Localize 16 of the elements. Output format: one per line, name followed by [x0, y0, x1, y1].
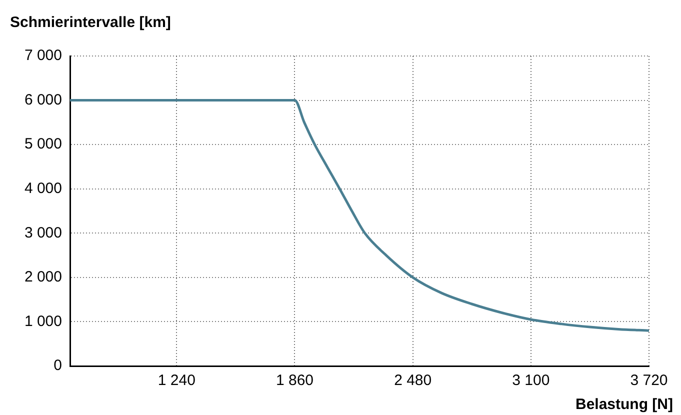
y-tick-label: 3 000: [24, 224, 62, 242]
y-tick-label: 0: [54, 357, 62, 374]
y-tick-label: 1 000: [24, 312, 62, 330]
y-tick-label: 7 000: [24, 47, 62, 64]
y-tick-label: 6 000: [24, 91, 62, 108]
x-tick-label: 2 480: [394, 372, 432, 390]
line-series: [70, 99, 649, 332]
x-tick-label: 1 240: [158, 372, 196, 390]
x-tick-label: 3 100: [512, 372, 550, 390]
x-axis-title: Belastung [N]: [576, 396, 674, 413]
y-tick-label: 5 000: [24, 136, 62, 153]
x-tick-label: 1 860: [276, 372, 314, 390]
y-axis-title: Schmierintervalle [km]: [10, 14, 171, 31]
y-tick-label: 2 000: [24, 268, 62, 286]
y-tick-label: 4 000: [24, 180, 62, 197]
x-tick-label: 3 720: [630, 372, 668, 390]
